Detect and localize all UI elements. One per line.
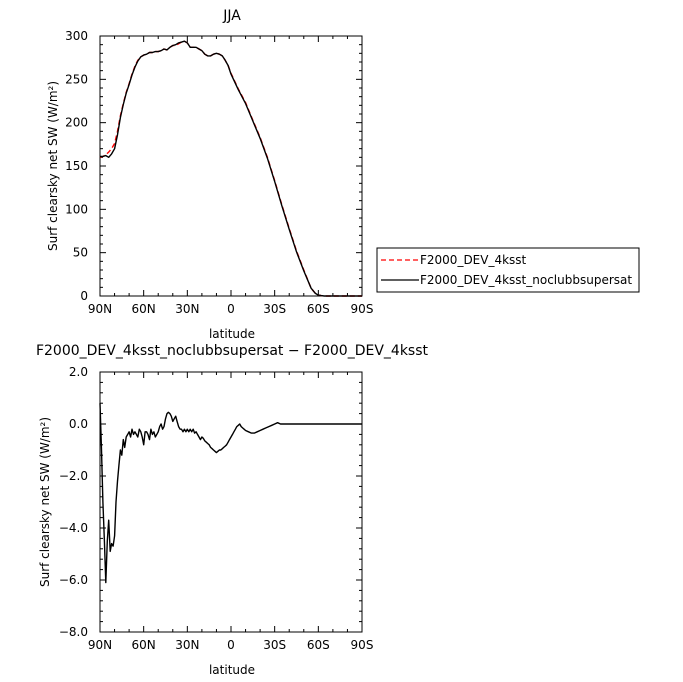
legend-label-series-2: F2000_DEV_4ksst_noclubbsupersat xyxy=(420,273,632,287)
legend-box xyxy=(376,247,640,293)
top-chart-x-tick-label: 60S xyxy=(307,302,330,316)
bottom-chart-series-layer xyxy=(99,403,362,584)
top-chart-y-tick-label: 100 xyxy=(65,202,88,216)
top-chart-y-tick-label: 300 xyxy=(65,29,88,43)
bottom-chart-x-tick-label: 30S xyxy=(263,638,286,652)
bottom-chart-y-tick-label: 0.0 xyxy=(69,417,88,431)
bottom-chart-panel: F2000_DEV_4ksst_noclubbsupersat − F2000_… xyxy=(36,343,429,677)
top-chart-y-tick-label: 200 xyxy=(65,116,88,130)
top-chart-x-tick-label: 30N xyxy=(175,302,199,316)
bottom-chart-series-1-line xyxy=(99,403,362,584)
bottom-chart-y-tick-label: 2.0 xyxy=(69,365,88,379)
bottom-chart-y-tick-label: −8.0 xyxy=(59,625,88,639)
top-chart-y-tick-label: 50 xyxy=(73,246,88,260)
top-chart-x-tick-label: 90N xyxy=(88,302,112,316)
top-chart-y-tick-label: 250 xyxy=(65,72,88,86)
bottom-chart-y-axis-label: Surf clearsky net SW (W/m²) xyxy=(38,417,52,587)
top-chart-series-2-line xyxy=(100,40,362,297)
top-chart-panel: JJA latitude Surf clearsky net SW (W/m²)… xyxy=(46,8,373,341)
top-chart-series-1-line xyxy=(99,40,362,297)
top-chart-x-tick-label: 60N xyxy=(132,302,156,316)
bottom-chart-x-tick-label: 0 xyxy=(227,638,235,652)
legend: F2000_DEV_4ksst F2000_DEV_4ksst_noclubbs… xyxy=(376,247,640,293)
top-chart-x-axis-label: latitude xyxy=(209,327,255,341)
top-chart-x-tick-label: 90S xyxy=(351,302,374,316)
bottom-chart-x-tick-label: 60S xyxy=(307,638,330,652)
top-chart-series-layer xyxy=(99,40,362,297)
top-chart-title: JJA xyxy=(222,8,241,24)
bottom-chart-ticks: 90N 60N 30N 0 30S 60S 90S −8.0 −6.0 −4.0 −2.0 0.0 2.… xyxy=(59,365,374,652)
top-chart-ticks: 90N 60N 30N 0 30S 60S 90S 0 50 100 150 200 250 300 xyxy=(65,29,373,316)
top-chart-y-tick-label: 0 xyxy=(80,289,88,303)
top-chart-y-tick-label: 150 xyxy=(65,159,88,173)
legend-label-series-1: F2000_DEV_4ksst xyxy=(420,253,527,267)
bottom-chart-x-tick-label: 60N xyxy=(132,638,156,652)
bottom-chart-y-tick-label: −2.0 xyxy=(59,469,88,483)
bottom-chart-x-axis-label: latitude xyxy=(209,663,255,677)
bottom-chart-y-tick-label: −6.0 xyxy=(59,573,88,587)
bottom-chart-x-tick-label: 30N xyxy=(175,638,199,652)
bottom-chart-x-tick-label: 90N xyxy=(88,638,112,652)
top-chart-x-tick-label: 30S xyxy=(263,302,286,316)
bottom-chart-x-tick-label: 90S xyxy=(351,638,374,652)
top-chart-x-tick-label: 0 xyxy=(227,302,235,316)
bottom-chart-title: F2000_DEV_4ksst_noclubbsupersat − F2000_… xyxy=(36,343,429,359)
bottom-chart-y-tick-label: −4.0 xyxy=(59,521,88,535)
top-chart-y-axis-label: Surf clearsky net SW (W/m²) xyxy=(46,81,60,251)
bottom-chart-frame xyxy=(99,371,363,633)
